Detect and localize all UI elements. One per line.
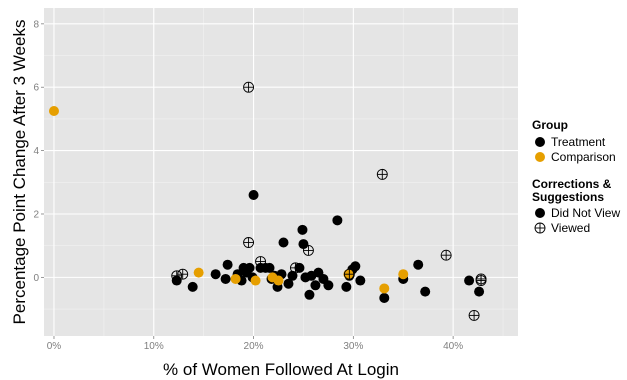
point-treatment: [474, 286, 485, 297]
x-tick-label: 20%: [244, 341, 264, 352]
point-treatment: [464, 275, 475, 286]
point-treatment: [420, 286, 431, 297]
point-comparison: [273, 275, 284, 286]
y-tick-label: 2: [33, 209, 39, 220]
point-treatment: [413, 259, 424, 270]
x-axis: 0% 10% 20% 30% 40%: [47, 336, 463, 352]
point-treatment: [248, 189, 259, 200]
legend: Group Treatment Comparison Corrections &…: [532, 118, 620, 235]
y-tick-label: 6: [33, 83, 39, 94]
legend-key-viewed: [534, 222, 546, 234]
legend-title-line-1: Corrections &: [532, 177, 612, 191]
point-viewed: [243, 237, 255, 248]
legend-key-comparison: [535, 152, 545, 162]
point-treatment: [222, 259, 233, 270]
point-comparison: [230, 273, 241, 284]
grid-minor: [44, 8, 518, 336]
point-comparison: [379, 283, 390, 294]
point-viewed: [302, 244, 314, 256]
x-tick-label: 0%: [47, 341, 62, 352]
x-axis-title: % of Women Followed At Login: [163, 360, 399, 379]
point-treatment: [298, 239, 309, 250]
point-viewed: [177, 268, 189, 280]
point-treatment: [355, 275, 366, 286]
point-viewed: [243, 81, 255, 93]
point-comparison: [398, 269, 409, 280]
legend-label-treatment: Treatment: [551, 135, 606, 149]
point-treatment: [283, 278, 294, 289]
point-treatment: [264, 262, 275, 273]
y-axis-title: Percentage Point Change After 3 Weeks: [10, 20, 29, 325]
y-tick-label: 8: [33, 19, 39, 30]
point-treatment: [278, 237, 289, 248]
legend-label-did-not-view: Did Not View: [551, 206, 620, 220]
point-comparison: [48, 105, 59, 116]
point-comparison: [250, 275, 261, 286]
point-treatment: [297, 224, 308, 235]
point-treatment: [379, 292, 390, 303]
grid-major: [44, 8, 518, 336]
point-viewed: [171, 270, 183, 282]
point-treatment: [310, 280, 321, 291]
point-viewed: [468, 309, 480, 321]
legend-label-viewed: Viewed: [551, 221, 590, 235]
x-tick-label: 40%: [443, 341, 463, 352]
y-axis: 0 2 4 6 8: [33, 19, 44, 284]
point-treatment: [187, 281, 198, 292]
point-viewed: [440, 249, 452, 261]
point-treatment: [304, 289, 315, 300]
point-treatment: [210, 269, 221, 280]
legend-key-did-not-view: [535, 208, 545, 218]
point-comparison: [193, 267, 204, 278]
x-tick-label: 10%: [144, 341, 164, 352]
point-viewed: [376, 168, 388, 180]
point-treatment: [220, 273, 231, 284]
legend-title-line-2: Suggestions: [532, 190, 604, 204]
x-tick-label: 30%: [343, 341, 363, 352]
point-viewed: [255, 256, 266, 267]
point-treatment: [332, 215, 343, 226]
legend-key-treatment: [535, 137, 545, 147]
point-viewed: [290, 262, 301, 274]
legend-label-comparison: Comparison: [551, 150, 616, 164]
y-tick-label: 4: [33, 146, 39, 157]
point-viewed: [343, 268, 355, 280]
point-treatment: [323, 280, 334, 291]
data-points: [48, 81, 487, 321]
point-treatment: [350, 261, 361, 272]
legend-title-corrections: Corrections & Suggestions: [532, 177, 615, 204]
y-tick-label: 0: [33, 273, 39, 284]
point-treatment: [244, 262, 255, 273]
point-treatment: [341, 281, 352, 292]
point-viewed: [475, 273, 487, 285]
legend-title-group: Group: [532, 118, 568, 132]
